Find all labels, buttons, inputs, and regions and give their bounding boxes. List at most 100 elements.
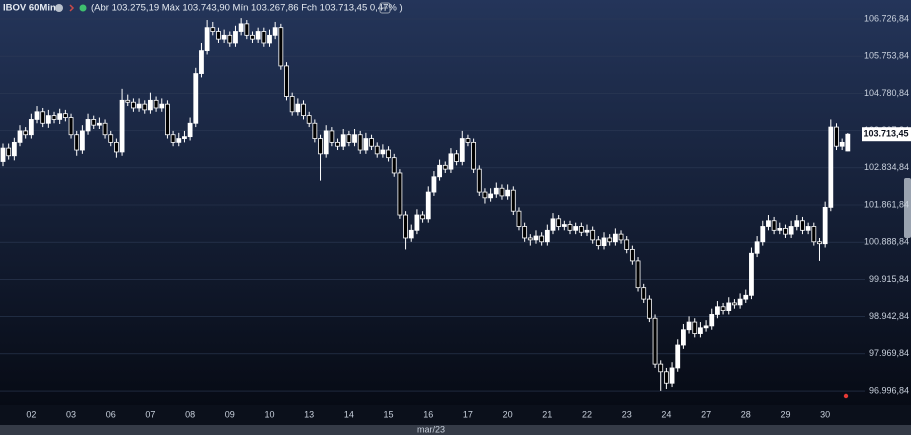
candle-body (828, 126, 834, 208)
settings-icon[interactable] (55, 4, 63, 12)
ohlc-legend: (Abr 103.275,19 Máx 103.743,90 Mín 103.2… (91, 3, 403, 14)
candle-body (6, 147, 12, 157)
y-tick-label: 97.969,84 (869, 348, 909, 358)
candle-body (255, 31, 261, 40)
candle-body (607, 237, 613, 243)
candle-body (312, 122, 318, 139)
candle-body (346, 134, 352, 143)
add-button[interactable] (379, 2, 391, 14)
candle-body (238, 23, 244, 32)
candle-body (845, 133, 851, 152)
x-tick-label: 24 (661, 409, 671, 419)
candle-body (732, 302, 737, 306)
candle-body (40, 111, 46, 124)
candle-body (193, 73, 199, 124)
candle-body (516, 210, 522, 227)
candle-body (692, 321, 698, 334)
candle-body (284, 65, 289, 97)
candle-body (125, 99, 131, 103)
candle-body (482, 191, 488, 199)
candle-body (68, 117, 74, 136)
symbol[interactable]: IBOV 60Min (3, 3, 56, 14)
candle-body (352, 134, 357, 143)
candle-body (369, 138, 374, 147)
candle-body (425, 191, 431, 220)
candle-body (720, 306, 726, 312)
candle-body (357, 134, 363, 151)
candle-body (74, 134, 80, 151)
candle-body (391, 157, 397, 174)
x-tick-label: 23 (622, 409, 632, 419)
candle-body (79, 130, 85, 151)
last-price-box (862, 127, 911, 142)
candle-body (28, 119, 34, 136)
scrollbar[interactable] (0, 425, 911, 435)
candle-body (822, 206, 828, 245)
candle-body (244, 23, 250, 36)
candle-body (488, 193, 494, 199)
y-tick-label: 106.726,84 (864, 13, 909, 23)
candle-body (374, 145, 380, 155)
candle-body (544, 229, 550, 243)
candle-body (261, 31, 267, 44)
x-tick-label: 09 (225, 409, 235, 419)
candle-body (567, 224, 573, 231)
candle-body (159, 103, 165, 109)
x-tick-label: 15 (384, 409, 394, 419)
candle-body (301, 103, 306, 117)
x-tick-label: 16 (423, 409, 433, 419)
candle-body (834, 126, 839, 147)
candle-body (465, 138, 471, 143)
candle-body (165, 103, 170, 136)
candle-body (414, 214, 420, 231)
candle-body (550, 218, 556, 231)
candle-body (102, 122, 108, 136)
candle-body (658, 363, 664, 373)
candle-body (380, 149, 386, 155)
candle-body (726, 302, 732, 312)
candle-body (306, 115, 312, 124)
candle-body (23, 130, 29, 136)
x-tick-label: 28 (741, 409, 751, 419)
candle-body (57, 113, 63, 120)
candle-body (578, 226, 584, 233)
x-tick-label: 27 (701, 409, 711, 419)
candle-body (227, 34, 233, 44)
candle-body (91, 119, 97, 126)
x-tick-label: 08 (185, 409, 195, 419)
candle-body (204, 27, 210, 52)
x-tick-label: 21 (542, 409, 552, 419)
candle-body (715, 306, 720, 315)
candle-body (471, 141, 477, 170)
candle-body (675, 344, 681, 369)
candle-body (318, 138, 323, 155)
candle-body (539, 235, 545, 243)
candle-body (777, 228, 783, 231)
y-tick-label: 99.915,84 (869, 274, 909, 284)
x-tick-label: 10 (264, 409, 274, 419)
candle-body (448, 153, 454, 170)
candle-body (743, 294, 749, 300)
candle-body (709, 314, 715, 327)
candle-body (618, 233, 624, 241)
candle-body (561, 224, 567, 227)
y-tick-label: 98.942,84 (869, 311, 909, 321)
candle-body (669, 367, 675, 384)
candle-body (187, 122, 193, 138)
candle-body (652, 317, 658, 365)
status-dot (843, 393, 849, 399)
x-tick-label: 13 (304, 409, 314, 419)
last-price-label: 103.713,45 (863, 129, 908, 139)
y-tick-label: 101.861,84 (864, 199, 909, 209)
candle-body (34, 111, 40, 120)
candle-body (323, 130, 329, 155)
candle-body (51, 115, 57, 120)
candle-body (335, 141, 340, 147)
candle-body (136, 103, 142, 109)
candle-body (584, 229, 590, 233)
candle-body (420, 214, 425, 220)
candle-body (493, 187, 499, 195)
scale-handle[interactable] (904, 178, 911, 238)
